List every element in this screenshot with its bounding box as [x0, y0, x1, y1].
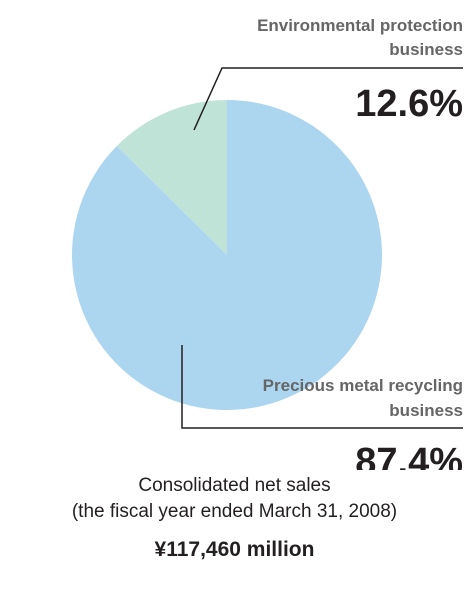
slice-value-environmental-protection: 12.6%: [355, 83, 463, 125]
pie-slice-precious-metal-recycling: [71, 100, 382, 410]
leader-line-precious-metal-recycling: [181, 345, 463, 429]
pie-chart: Environmental protection business 12.6% …: [71, 16, 463, 470]
pie-slice-environmental-protection: [116, 100, 227, 255]
slice-label-environmental-protection-line1: Environmental protection: [257, 16, 463, 35]
caption-total: ¥117,460 million: [154, 538, 315, 561]
slice-value-precious-metal-recycling: 87.4%: [355, 441, 463, 470]
slice-label-precious-metal-recycling-line2: business: [389, 401, 463, 420]
caption-line-1: Consolidated net sales: [138, 475, 331, 496]
slice-label-precious-metal-recycling-line1: Precious metal recycling: [263, 376, 463, 395]
leader-line-environmental-protection: [193, 67, 463, 131]
slice-label-environmental-protection-line2: business: [389, 40, 463, 59]
caption-line-2: (the fiscal year ended March 31, 2008): [71, 501, 398, 522]
